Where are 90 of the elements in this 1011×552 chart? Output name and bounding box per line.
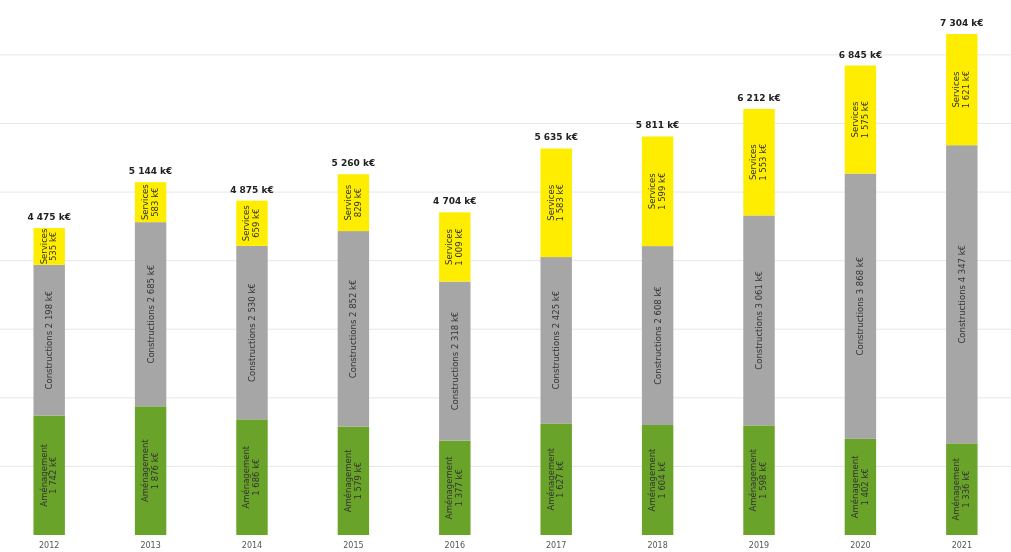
x-tick-label: 2021 (951, 541, 972, 550)
total-label: 4 475 k€ (27, 212, 71, 223)
bar (236, 245, 268, 420)
text: Constructions 2 425 k€ (551, 290, 562, 390)
data-label: 1 621 k€ (961, 70, 972, 109)
bar (743, 425, 775, 535)
text: Constructions 4 347 k€ (956, 244, 967, 344)
bar (540, 257, 572, 424)
bar (743, 108, 775, 216)
total-label: 5 144 k€ (128, 166, 173, 177)
data-label: 1 579 k€ (352, 462, 363, 500)
x-tick-label: 2016 (444, 541, 465, 550)
text: Services (140, 184, 151, 221)
bar (641, 246, 674, 425)
bar (337, 231, 370, 427)
total-label: 4 704 k€ (433, 196, 477, 207)
bar (743, 215, 775, 426)
data-label: 1 575 k€ (859, 100, 870, 139)
x-tick-label: 2017 (546, 541, 567, 550)
data-label: 1 598 k€ (758, 461, 769, 499)
text: Aménagement (545, 447, 556, 511)
text: Constructions 3 868 k€ (855, 256, 866, 356)
bar (946, 145, 978, 444)
bar (439, 212, 471, 282)
text: Constructions 2 530 k€ (246, 283, 257, 382)
text: Aménagement (241, 445, 252, 509)
text: Constructions 3 061 k€ (753, 271, 764, 370)
bar (844, 173, 877, 439)
bar (236, 419, 268, 535)
data-label: 1 742 k€ (48, 456, 59, 494)
text: Services (647, 173, 658, 210)
data-label: 1 604 k€ (656, 461, 667, 499)
text: Constructions 2 198 k€ (44, 290, 55, 390)
x-tick-label: 2019 (748, 541, 770, 550)
bar (33, 415, 65, 535)
text: Aménagement (647, 448, 658, 512)
data-label: 1 377 k€ (454, 469, 465, 507)
data-label: 1 553 k€ (758, 143, 769, 181)
text: Services (748, 144, 759, 181)
data-label: 1 686 k€ (251, 458, 262, 496)
total-label: 5 811 k€ (635, 120, 680, 131)
x-tick-label: 2014 (241, 541, 263, 550)
total-label: 5 635 k€ (534, 132, 578, 143)
data-label: 583 k€ (149, 187, 160, 217)
x-tick-label: 2013 (140, 541, 161, 550)
data-label: 1 876 k€ (149, 451, 160, 490)
total-label: 6 212 k€ (737, 92, 781, 103)
series-label: Services (38, 227, 49, 265)
x-tick-label: 2018 (647, 541, 668, 550)
total-label: 7 304 k€ (940, 18, 984, 29)
text: Constructions 2 608 k€ (652, 286, 663, 385)
text: Aménagement (140, 439, 151, 503)
text: Aménagement (38, 443, 49, 507)
bar (540, 423, 572, 535)
data-label: 535 k€ (48, 231, 59, 262)
total-label: 4 875 k€ (230, 184, 274, 195)
bar (844, 65, 877, 174)
bar (641, 136, 674, 247)
total-label: 5 260 k€ (331, 158, 376, 169)
text: Services (241, 205, 252, 242)
text: Constructions 2 685 k€ (145, 264, 156, 364)
data-label: 829 k€ (352, 188, 363, 218)
data-label: 659 k€ (251, 208, 262, 238)
bar (439, 281, 471, 441)
x-tick-label: 2012 (39, 541, 60, 550)
text: Services (545, 184, 556, 221)
x-tick-label: 2015 (343, 541, 364, 550)
text: Aménagement (951, 457, 962, 521)
text: Services (342, 184, 353, 221)
total-label: 6 845 k€ (838, 49, 883, 60)
text: Constructions 2 318 k€ (449, 311, 460, 411)
bar (946, 34, 978, 146)
bar (540, 148, 572, 258)
series-label: Aménagement (342, 448, 353, 513)
text: Aménagement (748, 448, 759, 512)
text: Services (444, 229, 455, 265)
bar (33, 264, 65, 416)
x-tick-label: 2020 (850, 541, 871, 550)
data-label: 1 583 k€ (555, 184, 566, 222)
data-label: 1 599 k€ (656, 172, 667, 210)
data-label: 1 402 k€ (859, 468, 870, 506)
text: Constructions 2 852 k€ (348, 279, 359, 379)
text: Services (849, 101, 860, 138)
data-label: 1 627 k€ (555, 460, 566, 498)
text: Aménagement (444, 456, 455, 520)
data-label: 1 009 k€ (454, 228, 465, 266)
bar (134, 222, 167, 407)
text: Services (951, 71, 962, 108)
text: Aménagement (849, 455, 860, 519)
data-label: 1 336 k€ (961, 470, 972, 508)
